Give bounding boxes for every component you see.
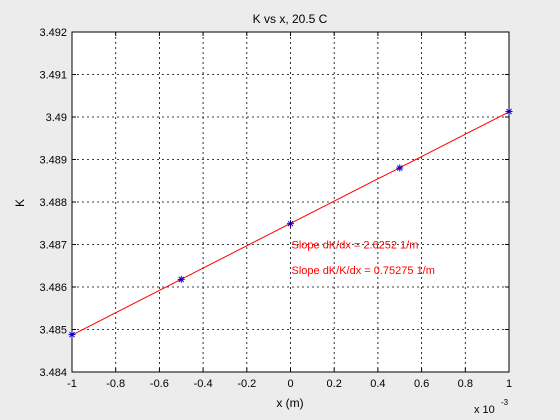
y-tick-label: 3.484 (39, 367, 67, 379)
series (68, 107, 513, 339)
tick-marks (71, 31, 510, 373)
x-tick-labels: -1 -0.8 -0.6 -0.4 -0.2 0 0.2 0.4 0.6 0.8 1 (67, 378, 512, 390)
x-tick-label: 0.6 (414, 378, 429, 390)
y-tick-label: 3.489 (39, 155, 67, 167)
data-point (177, 275, 185, 283)
x-tick-label: 0 (287, 378, 293, 390)
x-tick-label: 1 (506, 378, 512, 390)
y-tick-label: 3.492 (39, 27, 67, 39)
x-tick-label: -0.8 (106, 378, 125, 390)
data-point (396, 164, 404, 172)
slope-annotation: Slope dK/dx = 2.6252 1/m (292, 240, 419, 252)
x-tick-label: 0.2 (327, 378, 342, 390)
chart-title: K vs x, 20.5 C (253, 12, 328, 26)
y-tick-label: 3.485 (39, 325, 67, 337)
x-axis-label: x (m) (276, 396, 303, 410)
x-tick-label: 0.8 (458, 378, 473, 390)
grid (72, 32, 509, 372)
y-tick-label: 3.49 (46, 112, 67, 124)
y-tick-label: 3.486 (39, 282, 67, 294)
y-tick-label: 3.488 (39, 197, 67, 209)
data-point (287, 220, 294, 228)
y-tick-labels: 3.484 3.485 3.486 3.487 3.488 3.489 3.49 3.491 3… (39, 27, 67, 379)
y-axis-label: K (13, 199, 27, 207)
y-tick-label: 3.491 (39, 70, 67, 82)
x-tick-label: -1 (67, 378, 77, 390)
annotations: Slope dK/dx = 2.6252 1/m Slope dK/K/dx = … (292, 240, 435, 278)
x-exponent-base: x 10 (474, 404, 495, 416)
x-tick-label: 0.4 (370, 378, 385, 390)
slope-annotation: Slope dK/K/dx = 0.75275 1/m (292, 265, 435, 277)
y-tick-label: 3.487 (39, 240, 67, 252)
x-tick-label: -0.2 (237, 378, 256, 390)
data-point (505, 107, 513, 115)
x-tick-label: -0.6 (150, 378, 169, 390)
x-tick-label: -0.4 (194, 378, 213, 390)
data-point (68, 331, 76, 339)
x-exponent-power: -3 (501, 398, 509, 407)
